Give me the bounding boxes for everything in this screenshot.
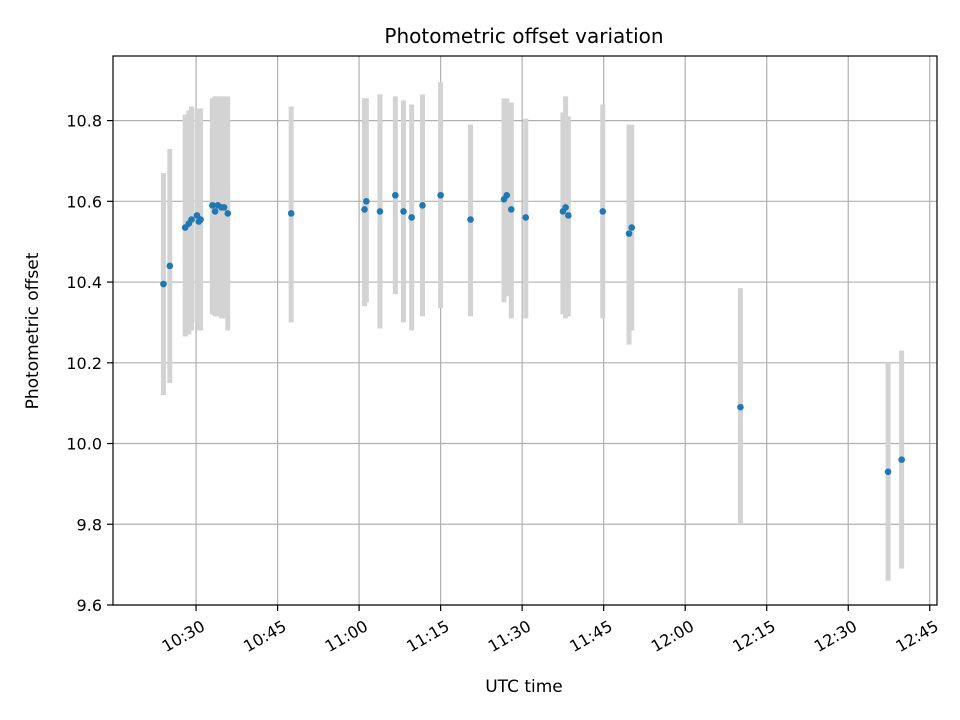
data-point bbox=[419, 202, 426, 209]
data-point bbox=[363, 198, 370, 205]
data-point bbox=[392, 191, 399, 199]
data-point bbox=[507, 206, 515, 213]
data-point bbox=[211, 208, 219, 215]
data-point bbox=[160, 280, 167, 288]
data-point bbox=[884, 468, 892, 476]
data-point bbox=[188, 216, 195, 223]
data-point bbox=[565, 212, 572, 219]
data-point bbox=[437, 191, 444, 199]
y-tick-label: 9.8 bbox=[77, 515, 102, 534]
x-tick-label: 11:30 bbox=[485, 616, 534, 656]
x-tick-label: 11:00 bbox=[322, 616, 371, 656]
data-point bbox=[376, 208, 384, 215]
data-point bbox=[522, 214, 530, 221]
y-axis-label: Photometric offset bbox=[23, 252, 43, 409]
data-point bbox=[467, 216, 474, 223]
data-point bbox=[361, 206, 368, 213]
y-tick-label: 10.6 bbox=[66, 192, 102, 211]
y-axis-ticks: 9.6 9.8 10.0 10.2 10.4 10.6 10.8 bbox=[66, 112, 113, 615]
y-tick-label: 10.8 bbox=[66, 112, 102, 131]
data-point bbox=[287, 210, 295, 217]
y-tick-label: 10.4 bbox=[66, 273, 102, 292]
data-point bbox=[562, 204, 569, 211]
x-axis-ticks: 10:30 10:45 11:00 11:15 11:30 11:45 12:00 12:15… bbox=[159, 605, 942, 656]
data-point bbox=[166, 262, 174, 270]
y-tick-label: 10.2 bbox=[66, 354, 102, 373]
data-point bbox=[737, 403, 744, 411]
x-tick-label: 10:45 bbox=[240, 616, 289, 656]
x-tick-label: 11:15 bbox=[403, 616, 452, 656]
data-point bbox=[898, 456, 905, 463]
x-tick-label: 12:15 bbox=[729, 616, 778, 656]
x-axis-label: UTC time bbox=[485, 677, 563, 697]
y-tick-label: 9.6 bbox=[77, 596, 102, 615]
data-point bbox=[625, 230, 633, 237]
x-tick-label: 10:30 bbox=[159, 616, 208, 656]
data-point bbox=[400, 208, 407, 215]
x-tick-label: 11:45 bbox=[566, 616, 615, 656]
chart-title: Photometric offset variation bbox=[384, 24, 663, 48]
data-point bbox=[503, 191, 511, 199]
x-tick-label: 12:45 bbox=[892, 616, 941, 656]
plot-frame bbox=[112, 55, 938, 606]
point-layer bbox=[160, 191, 905, 476]
data-point bbox=[197, 216, 204, 223]
data-point bbox=[220, 204, 228, 211]
x-tick-label: 12:30 bbox=[811, 616, 860, 656]
data-point bbox=[209, 202, 216, 209]
data-point bbox=[599, 208, 607, 215]
data-point bbox=[628, 224, 636, 231]
x-tick-label: 12:00 bbox=[648, 616, 697, 656]
data-point bbox=[408, 214, 415, 221]
errorbar-layer bbox=[160, 82, 905, 581]
y-tick-label: 10.0 bbox=[66, 435, 102, 454]
data-point bbox=[224, 210, 232, 217]
